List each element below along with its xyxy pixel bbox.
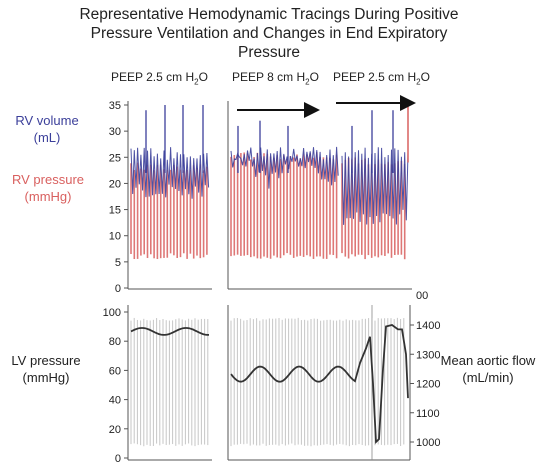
rv-ytick-label: 15 — [109, 205, 121, 217]
flow-ytick-label: 1400 — [416, 320, 440, 332]
rv-ytick-label: 0 — [115, 283, 121, 295]
rv-ytick-label: 30 — [109, 126, 121, 138]
lv-ytick-label: 100 — [103, 307, 121, 319]
flow-ytick-label: 1000 — [416, 437, 440, 449]
rv-panel: 0 5 10 15 20 25 30 35 — [109, 100, 412, 295]
lv-ytick-label: 80 — [109, 336, 121, 348]
rv-ytick-label: 10 — [109, 231, 121, 243]
phase-arrows — [237, 95, 416, 118]
lv-ytick-label: 20 — [109, 424, 121, 436]
flow-ytick-label: 1200 — [416, 379, 440, 391]
rv-ytick-label: 20 — [109, 178, 121, 190]
lv-ytick-label: 60 — [109, 365, 121, 377]
stray-tick-label: 00 — [416, 290, 429, 302]
rv-volume-trace-3 — [341, 147, 409, 225]
aortic-flow-trace-3 — [369, 324, 409, 445]
lv-pressure-label: LV pressure (mmHg) — [11, 353, 81, 385]
rv-ytick-label: 35 — [109, 100, 121, 112]
lv-ytick-label: 0 — [115, 453, 121, 463]
rv-volume-label: RV volume (mL) — [15, 113, 79, 145]
phase-label-3: PEEP 2.5 cm H2O — [333, 70, 430, 87]
aortic-flow-label: Mean aortic flow (mL/min) — [440, 353, 536, 385]
flow-ytick-label: 1100 — [416, 408, 440, 420]
phase-label-2: PEEP 8 cm H2O — [232, 70, 319, 87]
flow-ytick-label: 1300 — [416, 349, 440, 361]
phase-label-1: PEEP 2.5 cm H2O — [111, 70, 208, 87]
rv-pressure-label: RV pressure (mmHg) — [11, 172, 84, 204]
lv-ytick-label: 40 — [109, 395, 121, 407]
rv-ytick-label: 25 — [109, 152, 121, 164]
title-line-2: Pressure Ventilation and Changes in End … — [90, 25, 448, 42]
aortic-flow-trace-1 — [130, 327, 209, 336]
lv-panel: 0 20 40 60 80 100 1000 1100 1200 1300 1400 — [103, 305, 440, 463]
title-line-3: Pressure — [237, 44, 301, 61]
rv-volume-trace-2 — [230, 146, 339, 189]
rv-ytick-label: 5 — [115, 257, 121, 269]
rv-volume-trace-1 — [130, 147, 210, 199]
title-line-1: Representative Hemodynamic Tracings Duri… — [79, 6, 459, 23]
aortic-flow-trace-2 — [230, 336, 371, 383]
